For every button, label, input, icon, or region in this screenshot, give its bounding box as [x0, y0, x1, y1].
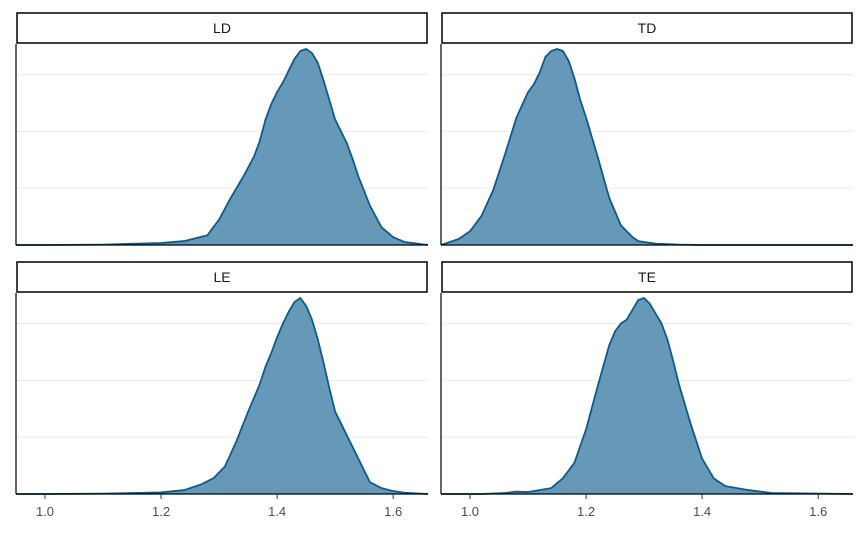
facet-strip	[16, 261, 428, 293]
x-tick-label: 1.4	[693, 504, 711, 519]
x-tick-label: 1.2	[577, 504, 595, 519]
facet-label: TE	[638, 269, 656, 285]
density-line-le	[16, 297, 429, 495]
x-tick-label: 1.0	[461, 504, 479, 519]
x-tick-label: 1.2	[152, 504, 170, 519]
density-line-te	[441, 297, 854, 495]
density-area-ld	[16, 49, 428, 245]
density-line-ld	[16, 48, 429, 246]
density-area-le	[16, 298, 428, 494]
x-tick-label: 1.6	[384, 504, 402, 519]
x-tick-label: 1.6	[809, 504, 827, 519]
facet-strip	[441, 12, 853, 44]
facet-strip	[16, 12, 428, 44]
density-area-te	[441, 298, 853, 494]
facet-strip	[441, 261, 853, 293]
facet-label: TD	[638, 20, 657, 36]
panel-le: LE 1.0 1.2 1.4 1.6	[15, 261, 429, 519]
density-area-td	[441, 49, 853, 245]
facet-label: LE	[213, 269, 230, 285]
panel-ld: LD	[15, 12, 429, 246]
x-tick-label: 1.0	[36, 504, 54, 519]
panel-td: TD	[440, 12, 853, 246]
x-tick-label: 1.4	[268, 504, 286, 519]
facet-label: LD	[213, 20, 231, 36]
panel-te: TE 1.0 1.2 1.4 1.6	[440, 261, 854, 519]
density-line-td	[440, 48, 853, 246]
